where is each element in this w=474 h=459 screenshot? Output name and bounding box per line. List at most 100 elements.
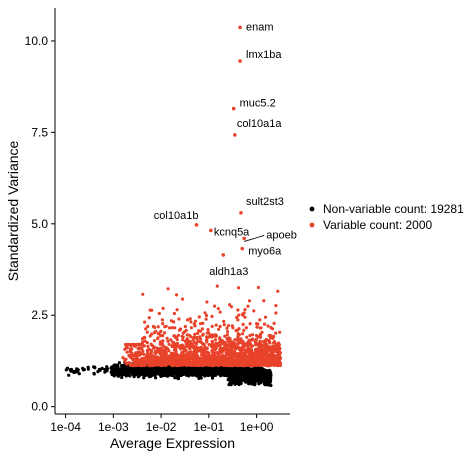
variable-point: [159, 362, 163, 366]
variable-point: [135, 342, 139, 347]
variable-point: [158, 352, 162, 356]
variable-point: [204, 317, 208, 321]
non-variable-point: [246, 380, 250, 384]
variable-point: [136, 353, 140, 357]
variable-point: [242, 311, 246, 315]
variable-point: [124, 345, 128, 349]
variable-point: [216, 360, 220, 364]
variable-point: [254, 347, 258, 351]
non-variable-point: [243, 372, 247, 376]
non-variable-point: [238, 377, 242, 381]
variable-point: [182, 346, 186, 350]
variable-point: [210, 339, 214, 344]
variable-point: [233, 338, 237, 342]
non-variable-point: [209, 368, 213, 372]
variable-point: [145, 341, 149, 345]
non-variable-point: [239, 370, 243, 374]
non-variable-point: [234, 372, 238, 376]
legend: Non-variable count: 19281 Variable count…: [309, 202, 464, 232]
y-axis-title: Standardized Variance: [5, 140, 21, 281]
variable-point: [189, 335, 193, 339]
variable-point: [249, 348, 253, 352]
variable-point: [175, 354, 180, 358]
variable-point: [246, 304, 250, 308]
variable-point: [223, 345, 227, 349]
variable-point: [197, 315, 201, 319]
variable-point: [217, 327, 221, 331]
non-variable-point: [140, 370, 144, 374]
variable-point: [167, 349, 171, 353]
variable-point: [136, 346, 140, 351]
variable-point: [202, 342, 206, 347]
variable-point: [182, 356, 186, 361]
variable-point: [142, 344, 146, 348]
gene-label: sult2st3: [246, 196, 284, 208]
labeled-gene-point: [238, 59, 242, 63]
non-variable-point: [231, 366, 235, 370]
variable-point: [146, 344, 150, 348]
variable-point: [226, 330, 230, 334]
variable-point: [199, 349, 203, 353]
variable-point: [224, 354, 228, 358]
non-variable-point: [162, 367, 166, 371]
non-variable-point: [267, 368, 271, 372]
variable-point: [149, 363, 153, 367]
non-variable-point: [225, 374, 229, 378]
variable-point: [243, 352, 247, 356]
variable-point: [145, 356, 149, 360]
non-variable-point: [250, 370, 254, 375]
variable-point: [184, 328, 188, 332]
variable-point: [147, 363, 151, 367]
variable-point: [199, 337, 203, 341]
variable-point: [254, 337, 258, 341]
non-variable-point: [242, 376, 246, 380]
variable-point: [185, 333, 189, 337]
legend-marker-variable: [309, 222, 315, 228]
variable-point: [195, 346, 199, 351]
variable-point: [220, 339, 224, 343]
variable-point: [252, 352, 256, 356]
variable-point: [161, 306, 165, 310]
variable-point: [142, 352, 146, 356]
variable-point: [150, 354, 154, 358]
variable-point: [239, 350, 243, 354]
variable-point: [191, 353, 195, 357]
variable-point: [230, 324, 234, 328]
non-variable-point: [256, 378, 260, 382]
variable-point: [178, 345, 182, 350]
legend-label-non-variable: Non-variable count: 19281: [323, 202, 464, 216]
non-variable-point: [100, 366, 104, 370]
variable-point: [138, 358, 142, 362]
non-variable-point: [152, 372, 156, 376]
variable-point: [144, 359, 148, 363]
variable-point: [123, 347, 127, 351]
x-tick-label: 1e-01: [194, 420, 225, 434]
variable-point: [198, 322, 203, 326]
variable-point: [144, 327, 148, 331]
variable-point: [206, 362, 210, 366]
variable-point: [261, 358, 265, 362]
variable-point: [252, 309, 256, 313]
variable-point: [181, 354, 185, 358]
non-variable-point: [81, 368, 85, 372]
variable-point: [189, 326, 193, 330]
variable-point: [212, 354, 216, 358]
variable-point: [156, 325, 160, 329]
variable-point: [139, 352, 143, 356]
non-variable-point: [96, 370, 100, 374]
non-variable-point: [240, 374, 245, 378]
variable-point: [172, 354, 176, 358]
variable-point: [213, 304, 217, 308]
variable-point: [196, 363, 201, 368]
variable-point: [128, 361, 132, 365]
variable-point: [167, 362, 172, 366]
variable-point: [260, 345, 264, 349]
variable-point: [276, 289, 280, 293]
variable-point: [165, 362, 169, 366]
variable-point: [227, 352, 231, 356]
variable-point: [166, 287, 170, 291]
variable-point: [275, 359, 279, 363]
variable-point: [218, 350, 222, 354]
variable-point: [255, 325, 259, 329]
non-variable-point: [114, 372, 118, 376]
